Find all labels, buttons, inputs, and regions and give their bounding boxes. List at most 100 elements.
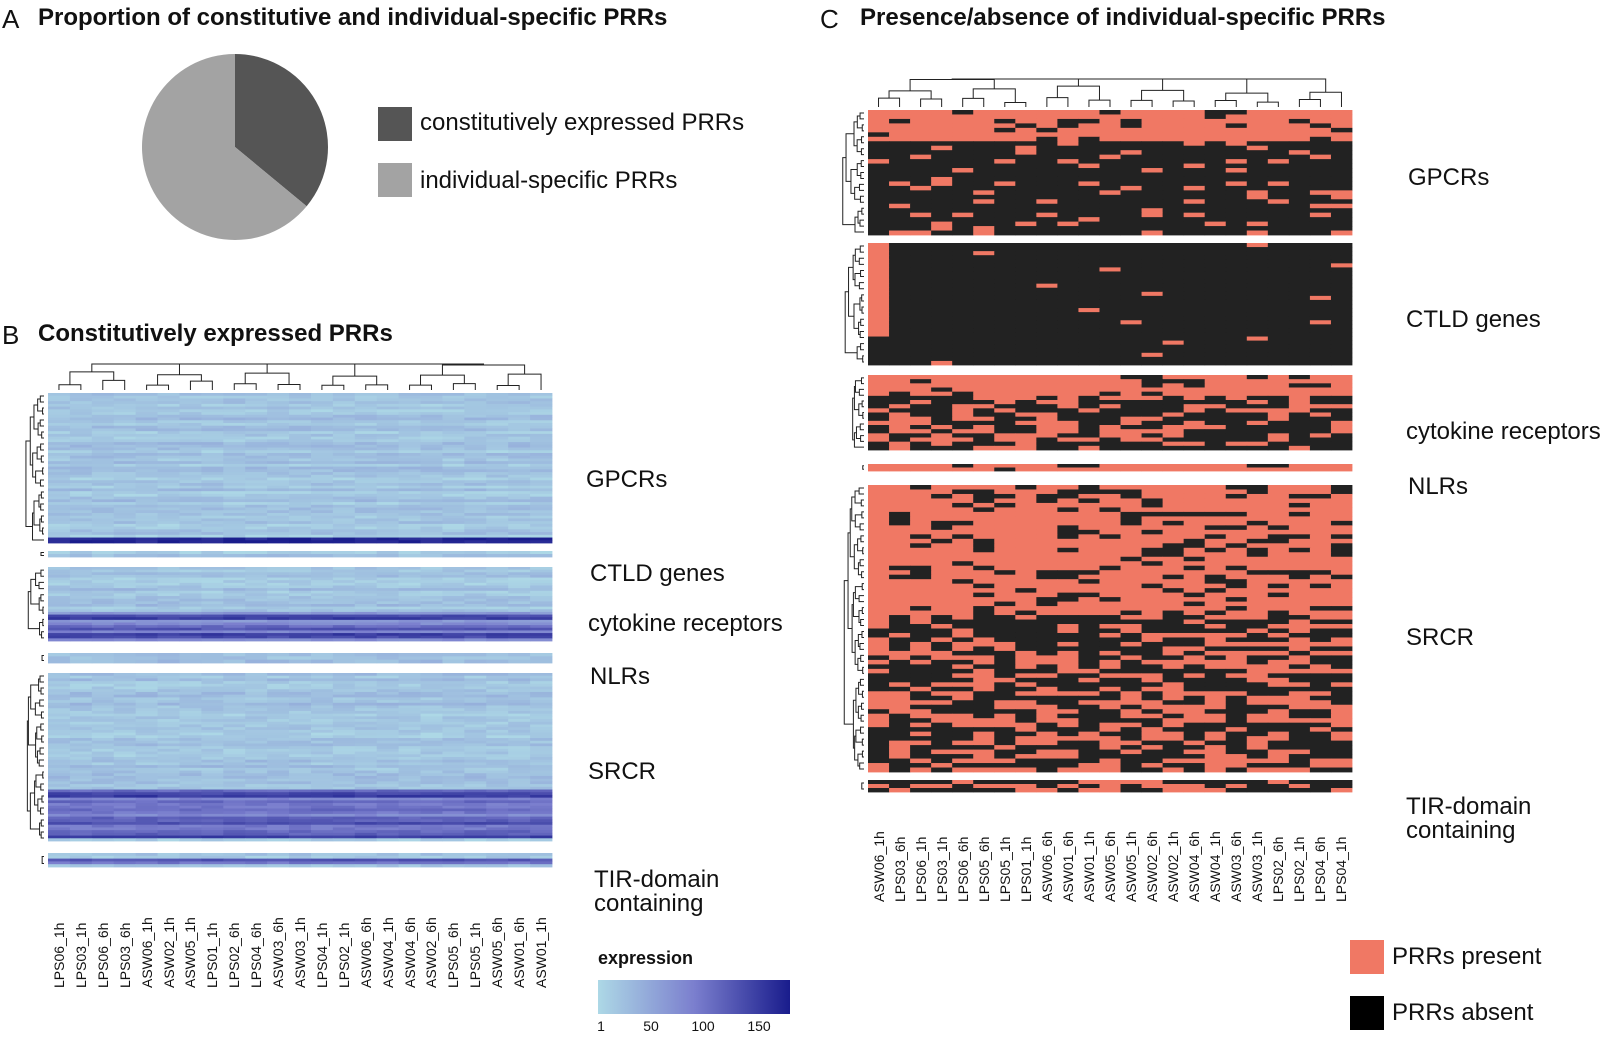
heatmap-cell	[952, 316, 974, 321]
heatmap-cell	[91, 574, 115, 578]
heatmap-cell	[201, 746, 224, 750]
heatmap-cell	[1309, 141, 1332, 147]
heatmap-cell	[354, 633, 378, 637]
heatmap-cell	[48, 759, 71, 763]
hmB-column-label: LPS05_1h	[467, 922, 484, 988]
heatmap-cell	[91, 474, 115, 478]
heatmap-cell	[1246, 352, 1269, 358]
heatmap-cell	[354, 596, 378, 600]
heatmap-cell	[179, 604, 202, 608]
heatmap-cell	[223, 504, 246, 508]
heatmap-cell	[420, 659, 443, 664]
heatmap-cell	[223, 719, 246, 723]
heatmap-cell	[530, 716, 553, 720]
heatmap-cell	[889, 221, 911, 227]
heatmap-cell	[1288, 194, 1311, 200]
heatmap-cell	[223, 700, 246, 704]
heatmap-cell	[931, 181, 953, 187]
heatmap-cell	[69, 601, 93, 605]
heatmap-cell	[1057, 243, 1079, 248]
heatmap-cell	[157, 590, 180, 594]
heatmap-cell	[332, 754, 356, 758]
heatmap-cell	[508, 784, 531, 788]
heatmap-cell	[1267, 312, 1290, 317]
heatmap-cell	[1309, 324, 1332, 329]
heatmap-cell	[69, 485, 93, 489]
heatmap-cell	[113, 691, 137, 696]
heatmap-cell	[91, 540, 115, 544]
heatmap-cell	[354, 770, 378, 774]
heatmap-cell	[910, 279, 932, 285]
heatmap-cell	[179, 423, 202, 427]
heatmap-cell	[223, 721, 246, 725]
heatmap-cell	[157, 622, 180, 626]
heatmap-cell	[910, 123, 932, 129]
heatmap-cell	[398, 425, 421, 429]
heatmap-cell	[69, 743, 93, 747]
heatmap-cell	[889, 324, 911, 329]
heatmap-cell	[223, 601, 246, 605]
heatmap-cell	[420, 762, 443, 766]
heatmap-cell	[310, 529, 334, 533]
heatmap-cell	[1204, 190, 1227, 196]
heatmap-cell	[267, 659, 290, 664]
heatmap-cell	[464, 773, 487, 777]
heatmap-cell	[1288, 340, 1311, 346]
heatmap-cell	[113, 673, 137, 677]
heatmap-cell	[1246, 287, 1269, 293]
heatmap-cell	[1057, 340, 1079, 346]
heatmap-cell	[376, 596, 400, 600]
heatmap-cell	[1309, 199, 1332, 205]
heatmap-cell	[530, 681, 553, 685]
heatmap-cell	[113, 523, 137, 528]
heatmap-cell	[69, 719, 93, 723]
heatmap-cell	[508, 417, 531, 421]
heatmap-cell	[376, 622, 400, 626]
heatmap-cell	[464, 816, 487, 820]
heatmap-cell	[486, 757, 509, 761]
heatmap-cell	[1036, 199, 1058, 205]
heatmap-cell	[442, 675, 465, 679]
heatmap-cell	[952, 217, 974, 223]
heatmap-cell	[310, 601, 334, 605]
heatmap-cell	[310, 485, 334, 489]
heatmap-cell	[442, 488, 465, 492]
heatmap-cell	[113, 499, 137, 503]
heatmap-cell	[48, 719, 71, 723]
heatmap-cell	[245, 729, 268, 734]
heatmap-cell	[1078, 283, 1100, 289]
heatmap-cell	[267, 442, 290, 446]
heatmap-cell	[69, 653, 93, 657]
heatmap-cell	[1267, 199, 1290, 205]
hmB-row-group-cytokine: cytokine receptors	[588, 610, 783, 637]
heatmap-cell	[201, 590, 224, 594]
heatmap-cell	[464, 406, 487, 410]
heatmap-cell	[398, 681, 421, 685]
heatmap-cell	[245, 683, 268, 687]
heatmap-cell	[1078, 352, 1100, 358]
heatmap-cell	[1204, 172, 1227, 178]
heatmap-cell	[332, 480, 356, 484]
heatmap-cell	[332, 502, 356, 506]
heatmap-cell	[69, 673, 93, 677]
heatmap-cell	[952, 379, 974, 384]
heatmap-cell	[486, 819, 509, 823]
heatmap-cell	[420, 773, 443, 777]
heatmap-cell	[135, 580, 158, 584]
heatmap-cell	[1267, 283, 1290, 289]
heatmap-cell	[113, 633, 137, 637]
heatmap-cell	[952, 230, 974, 236]
heatmap-cell	[464, 724, 487, 728]
heatmap-cell	[310, 633, 334, 637]
heatmap-cell	[267, 861, 290, 865]
heatmap-cell	[420, 611, 443, 615]
heatmap-cell	[245, 864, 268, 868]
heatmap-cell	[113, 611, 137, 615]
heatmap-cell	[179, 853, 202, 857]
heatmap-cell	[201, 604, 224, 608]
heatmap-cell	[267, 719, 290, 723]
heatmap-cell	[135, 409, 158, 413]
heatmap-cell	[201, 393, 224, 397]
heatmap-cell	[420, 751, 443, 755]
heatmap-cell	[157, 789, 180, 793]
